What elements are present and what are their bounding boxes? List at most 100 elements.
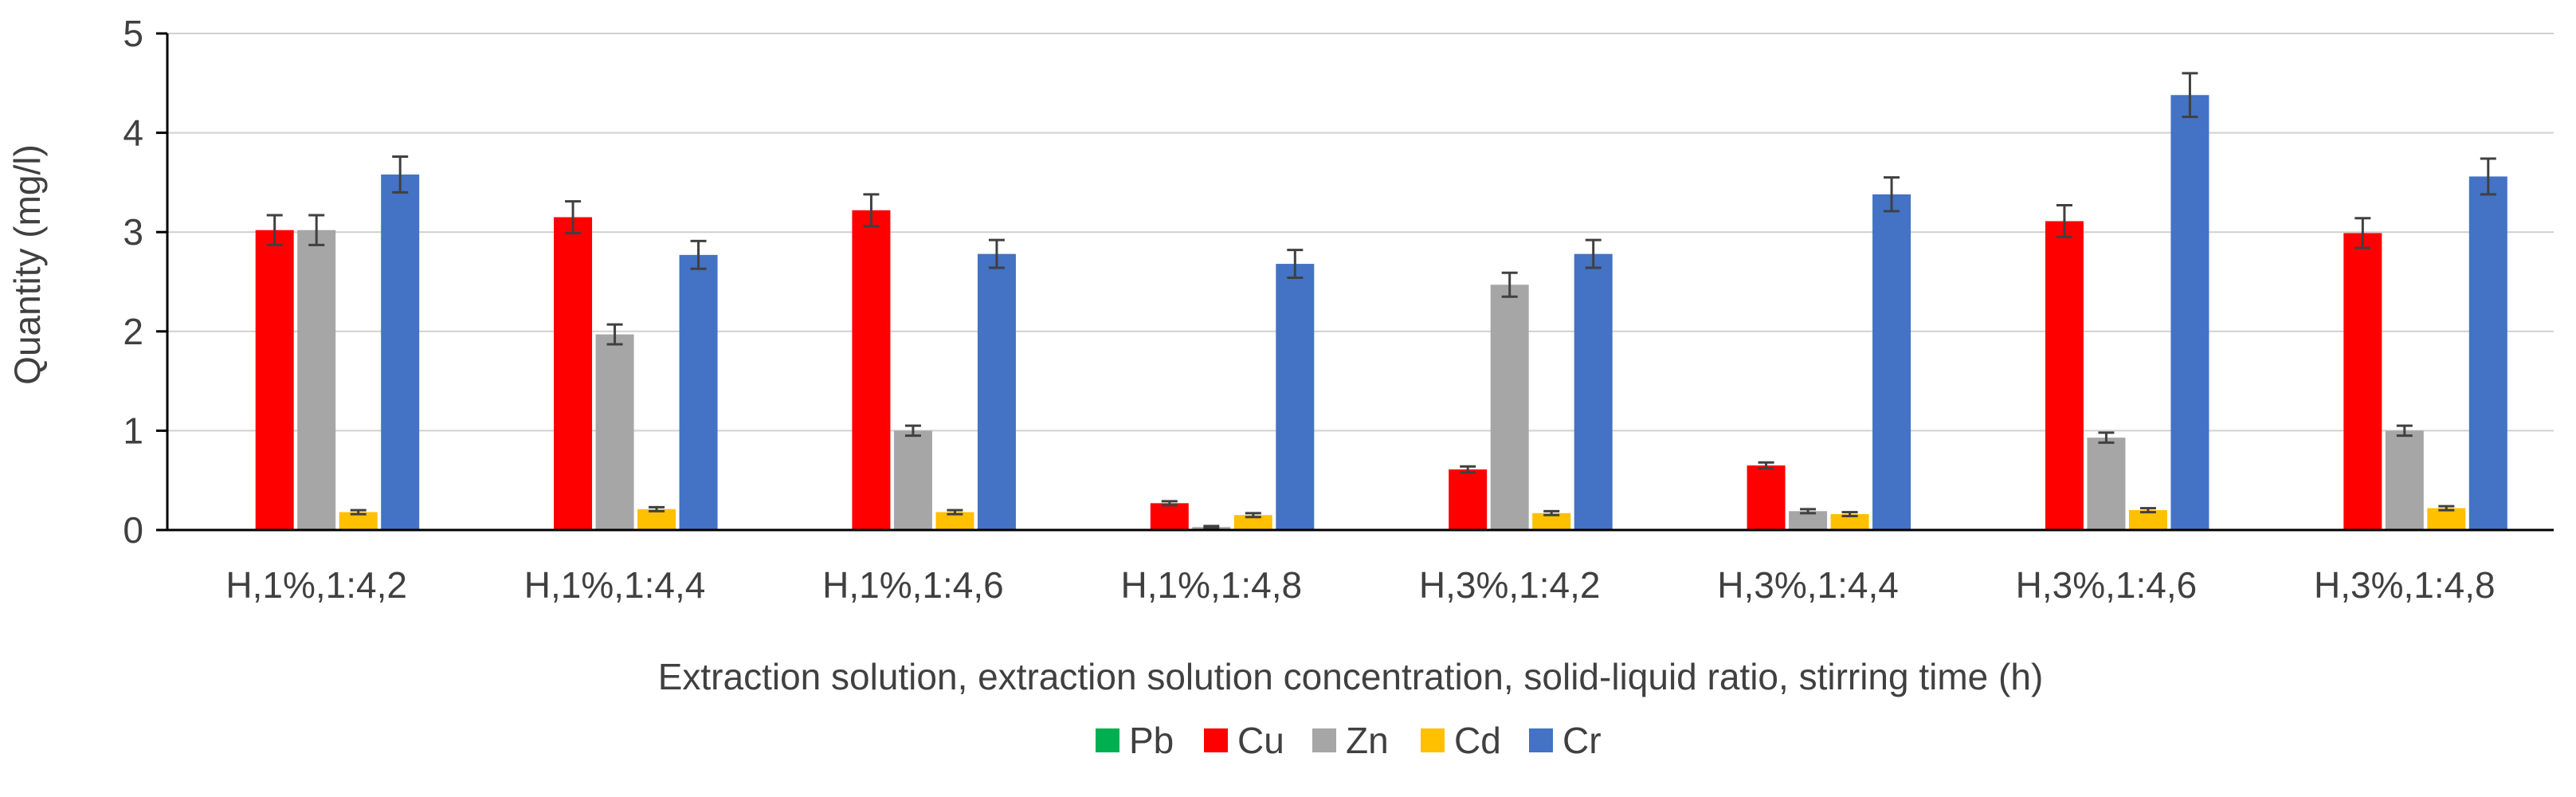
- y-tick-label: 0: [123, 509, 143, 551]
- error-bar-cd: [2438, 505, 2455, 512]
- y-axis-title: Quantity (mg/l): [6, 144, 48, 385]
- legend-item-cd: Cd: [1421, 720, 1501, 761]
- bar-cr: [679, 254, 718, 530]
- bar-cr: [381, 174, 420, 530]
- x-axis-ticks: H,1%,1:4,2 H,1%,1:4,4 H,1%,1:4,6 H,1%,1:4,8…: [225, 564, 2495, 606]
- legend-label: Zn: [1346, 720, 1389, 761]
- bar-zn: [1789, 511, 1828, 530]
- y-tick-label: 2: [123, 311, 143, 352]
- error-bar-cr: [1884, 176, 1900, 213]
- bar-zn: [297, 230, 336, 530]
- x-tick-label: H,1%,1:4,2: [225, 564, 407, 606]
- error-bar-cu: [266, 214, 283, 246]
- bar-zn: [2087, 438, 2126, 530]
- x-tick-label: H,3%,1:4,6: [2016, 564, 2198, 606]
- bar-cu: [2045, 221, 2084, 530]
- error-bar-zn: [904, 424, 921, 438]
- error-bar-cu: [565, 200, 582, 234]
- bar-cr: [2468, 176, 2507, 530]
- bar-cu: [554, 217, 593, 530]
- bar-cr: [2170, 95, 2209, 530]
- error-bar-cr: [2480, 157, 2496, 196]
- bar-zn: [893, 430, 932, 530]
- legend-label: Cd: [1454, 720, 1501, 761]
- y-axis-ticks: 0 1 2 3 4 5: [123, 13, 167, 551]
- legend-item-cu: Cu: [1204, 720, 1284, 761]
- bar-cd: [2427, 508, 2466, 530]
- error-bar-zn: [2396, 424, 2413, 438]
- bar-cd: [1532, 512, 1571, 530]
- x-tick-label: H,1%,1:4,8: [1121, 564, 1303, 606]
- bar-cd: [935, 512, 974, 530]
- legend-swatch: [1204, 728, 1228, 752]
- legend-item-zn: Zn: [1312, 720, 1389, 761]
- legend-swatch: [1312, 728, 1336, 752]
- legend-label: Pb: [1129, 720, 1174, 761]
- error-bar-zn: [1800, 508, 1817, 515]
- bar-cr: [1574, 253, 1613, 530]
- bar-cu: [255, 230, 294, 530]
- error-bar-cd: [2139, 507, 2156, 514]
- bar-cu: [852, 210, 891, 530]
- error-bar-cu: [2354, 217, 2371, 249]
- error-bar-zn: [1501, 271, 1518, 298]
- error-bar-cr: [690, 239, 707, 270]
- error-bar-zn: [308, 214, 325, 246]
- legend-swatch: [1421, 728, 1445, 752]
- error-bar-cr: [1287, 249, 1304, 280]
- bar-cr: [977, 253, 1016, 530]
- bar-zn: [595, 334, 634, 530]
- legend-swatch: [1096, 728, 1119, 752]
- error-bar-zn: [1203, 524, 1220, 530]
- legend-item-pb: Pb: [1096, 720, 1174, 761]
- bar-cd: [637, 508, 676, 530]
- error-bar-cu: [1460, 465, 1476, 474]
- bar-cr: [1872, 194, 1911, 531]
- y-tick-label: 3: [123, 211, 143, 253]
- bar-cr: [1276, 264, 1315, 530]
- error-bar-cd: [1245, 512, 1261, 519]
- error-bar-cd: [649, 505, 665, 512]
- error-bars: [266, 72, 2496, 530]
- x-tick-label: H,3%,1:4,8: [2314, 564, 2496, 606]
- y-tick-label: 4: [123, 112, 143, 154]
- bar-zn: [1490, 285, 1529, 530]
- error-bar-cd: [350, 508, 367, 516]
- bar-cd: [2128, 510, 2167, 530]
- legend-item-cr: Cr: [1529, 720, 1602, 761]
- bar-cd: [339, 512, 378, 530]
- error-bar-cu: [1161, 500, 1178, 507]
- y-tick-label: 1: [123, 410, 143, 451]
- bar-cd: [1830, 514, 1869, 530]
- error-bar-cr: [1585, 238, 1602, 269]
- error-bar-cu: [2056, 204, 2072, 238]
- x-tick-label: H,1%,1:4,4: [524, 564, 706, 606]
- x-tick-label: H,1%,1:4,6: [822, 564, 1004, 606]
- error-bar-cd: [1543, 509, 1560, 516]
- x-tick-label: H,3%,1:4,2: [1419, 564, 1601, 606]
- legend: Pb Cu Zn Cd Cr: [1096, 720, 1602, 761]
- error-bar-cu: [1758, 461, 1774, 470]
- bar-cu: [1150, 503, 1189, 530]
- error-bar-cr: [2182, 72, 2198, 119]
- x-tick-label: H,3%,1:4,4: [1717, 564, 1899, 606]
- x-axis-title: Extraction solution, extraction solution…: [658, 656, 2044, 697]
- error-bar-zn: [606, 323, 623, 346]
- error-bar-zn: [2098, 431, 2115, 444]
- error-bar-cr: [392, 155, 409, 194]
- bar-cu: [2343, 233, 2382, 530]
- legend-swatch: [1529, 728, 1553, 752]
- bars: [255, 95, 2507, 531]
- bar-cu: [1449, 469, 1488, 530]
- bar-cd: [1233, 515, 1272, 530]
- error-bar-cr: [988, 238, 1005, 269]
- bar-cu: [1747, 465, 1786, 530]
- error-bar-cd: [947, 508, 963, 516]
- legend-label: Cr: [1562, 720, 1602, 761]
- error-bar-cd: [1841, 511, 1858, 518]
- y-tick-label: 5: [123, 13, 143, 54]
- error-bar-cu: [863, 193, 880, 228]
- bar-zn: [2385, 430, 2424, 530]
- legend-label: Cu: [1237, 720, 1284, 761]
